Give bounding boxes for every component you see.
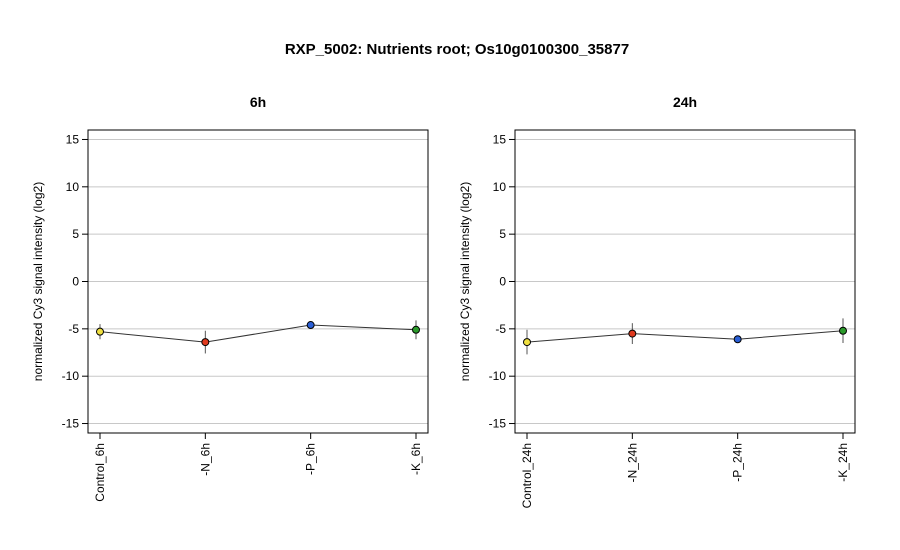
y-tick-label: 5 [499,227,506,241]
y-tick-label: 15 [493,132,507,146]
y-tick-label: -15 [62,417,80,431]
series-line [99,324,417,343]
y-tick-label: -10 [489,369,507,383]
panel-0: 6h -15 -10 -5 0 5 10 15 normalized Cy3 signal in… [31,94,429,502]
y-tick-label: 0 [499,275,506,289]
x-tick-label: -N_24h [625,443,639,482]
x-tick-label: -K_6h [409,443,423,475]
y-tick-label: 15 [66,132,80,146]
x-tick-label: -N_6h [198,443,212,476]
y-tick-label: 0 [72,275,79,289]
y-tick-label: -5 [68,322,79,336]
data-point [839,326,847,335]
series-line [526,330,844,343]
panel-title: 24h [673,94,697,110]
panel-1: 24h -15 -10 -5 0 5 10 15 normalized Cy3 signal i… [458,94,856,508]
x-tick-label: Control_24h [520,443,534,508]
x-tick-label: -K_24h [836,443,850,482]
y-tick-label: 10 [493,180,507,194]
y-tick-label: -15 [489,417,507,431]
y-tick-label: 10 [66,180,80,194]
data-point [306,321,315,330]
x-tick-label: -P_24h [731,443,745,482]
y-tick-label: 5 [72,227,79,241]
y-tick-label: -10 [62,369,80,383]
data-point [733,335,742,344]
x-tick-label: -P_6h [304,443,318,475]
x-tick-label: Control_6h [93,443,107,502]
y-axis-label: normalized Cy3 signal intensity (log2) [458,182,472,381]
y-tick-label: -5 [495,322,506,336]
data-point [201,338,210,347]
y-axis-label: normalized Cy3 signal intensity (log2) [31,182,45,381]
data-point [96,327,104,336]
chart-title: RXP_5002: Nutrients root; Os10g0100300_3… [285,41,629,58]
data-point [523,338,531,347]
panel-title: 6h [250,94,266,110]
data-point [628,329,637,338]
data-point [412,325,420,334]
